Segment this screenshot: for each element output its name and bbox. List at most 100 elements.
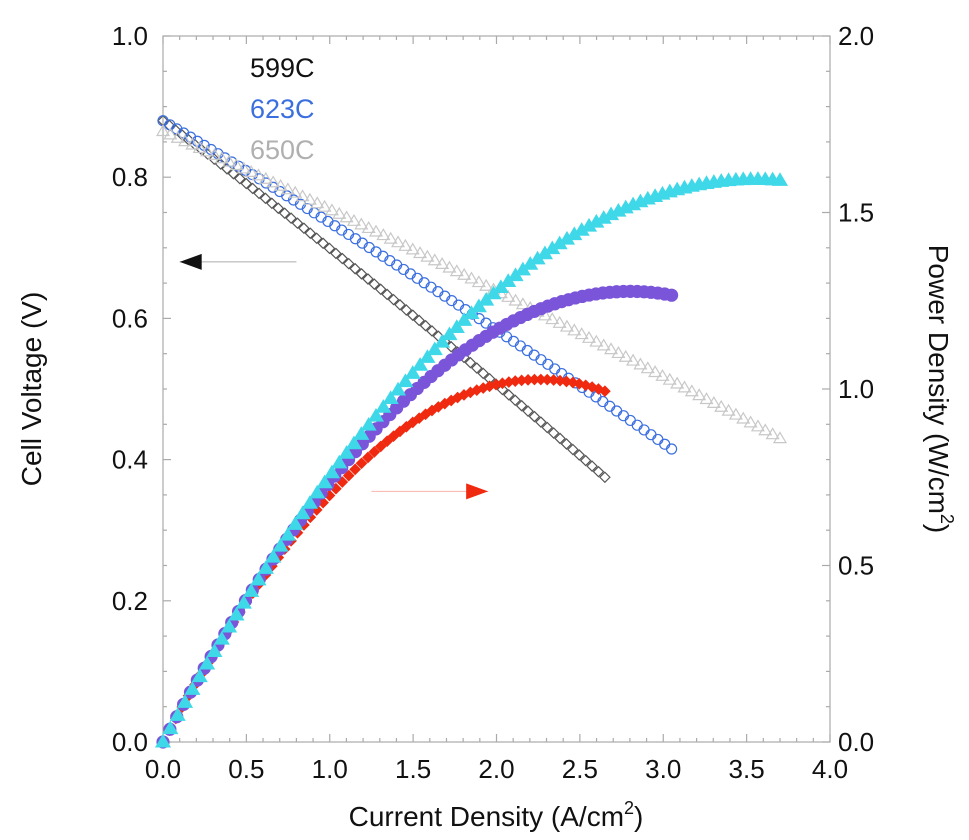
voltage-point-650c	[662, 372, 677, 385]
y-right-tick-label: 1.5	[838, 198, 874, 228]
voltage-point-650c	[574, 327, 589, 340]
voltage-point-599c	[240, 177, 253, 190]
power-point-650c	[272, 537, 289, 552]
voltage-point-650c	[684, 384, 699, 397]
voltage-point-650c	[390, 235, 406, 248]
voltage-point-599c	[374, 283, 387, 296]
power-point-650c	[243, 583, 260, 597]
voltage-point-650c	[236, 161, 251, 174]
x-axis-label: Current Density (A/cm2)	[349, 798, 644, 832]
voltage-point-599c	[560, 438, 573, 450]
chart-marks	[154, 114, 789, 749]
voltage-point-650c	[244, 164, 259, 177]
voltage-point-650c	[207, 147, 222, 160]
voltage-point-599c	[291, 217, 304, 230]
y-left-tick-label: 1.0	[112, 21, 148, 51]
voltage-point-623c	[507, 335, 520, 347]
power-point-623c	[664, 288, 679, 302]
voltage-point-599c	[298, 222, 310, 235]
power-point-650c	[389, 381, 407, 396]
voltage-point-650c	[354, 217, 369, 230]
power-point-650c	[456, 312, 473, 326]
voltage-point-650c	[471, 275, 486, 288]
power-point-650c	[191, 668, 208, 683]
voltage-point-599c	[355, 267, 368, 280]
voltage-point-599c	[515, 399, 528, 412]
voltage-point-623c	[597, 395, 609, 408]
power-point-599c	[355, 457, 368, 470]
voltage-point-650c	[743, 415, 758, 428]
voltage-point-599c	[592, 465, 605, 478]
x-tick-label: 3.5	[729, 754, 765, 784]
x-tick-label: 2.5	[562, 754, 598, 784]
voltage-point-650c	[442, 260, 457, 273]
power-point-650c	[375, 399, 392, 413]
tick-labels: 0.0 0.5 1.0 1.5 2.0 2.5 3.0 3.5 4.00.00.20.40.60…	[112, 21, 874, 784]
voltage-point-650c	[758, 423, 773, 436]
legend-label-650c: 650C	[250, 135, 315, 165]
voltage-point-650c	[170, 130, 185, 143]
voltage-point-650c	[266, 175, 281, 188]
y-axis-right-label: Power Density (W/cm2)	[923, 245, 957, 534]
voltage-point-599c	[464, 356, 477, 369]
voltage-point-650c	[581, 330, 597, 343]
voltage-point-650c	[559, 319, 575, 332]
y-left-tick-label: 0.6	[112, 303, 148, 333]
legend-label-599c: 599C	[250, 53, 315, 83]
power-point-599c	[599, 385, 611, 398]
arrow-head-left	[179, 253, 202, 270]
voltage-point-599c	[413, 314, 426, 327]
voltage-point-599c	[528, 410, 541, 423]
voltage-point-650c	[288, 185, 303, 198]
voltage-point-599c	[554, 432, 566, 445]
voltage-point-650c	[633, 357, 648, 370]
power-point-650c	[235, 594, 252, 609]
voltage-point-599c	[406, 309, 419, 322]
power-point-650c	[412, 357, 429, 371]
voltage-point-650c	[229, 158, 244, 171]
voltage-point-623c	[645, 429, 657, 441]
voltage-point-623c	[528, 349, 540, 361]
voltage-point-599c	[208, 153, 221, 165]
power-point-650c	[162, 720, 179, 735]
power-point-650c	[771, 172, 789, 186]
y-right-tick-label: 0.0	[838, 727, 874, 757]
power-point-650c	[382, 390, 399, 405]
power-point-650c	[426, 341, 443, 356]
power-point-650c	[345, 435, 363, 450]
voltage-point-650c	[677, 380, 692, 393]
voltage-point-650c	[728, 407, 743, 420]
x-tick-label: 3.0	[645, 754, 681, 784]
legend-label-623c: 623C	[250, 94, 315, 124]
voltage-point-599c	[387, 293, 400, 306]
voltage-point-599c	[400, 304, 413, 316]
voltage-point-599c	[253, 187, 265, 200]
voltage-point-599c	[349, 262, 361, 275]
arrow-head-right	[466, 483, 489, 500]
x-tick-label: 1.5	[395, 754, 431, 784]
voltage-point-599c	[272, 202, 285, 215]
voltage-point-599c	[317, 237, 329, 250]
x-tick-label: 4.0	[812, 754, 848, 784]
voltage-point-599c	[496, 383, 509, 396]
voltage-point-623c	[542, 358, 554, 370]
voltage-point-599c	[470, 362, 483, 374]
voltage-point-599c	[394, 298, 406, 311]
voltage-point-599c	[310, 232, 323, 245]
voltage-point-623c	[446, 295, 458, 307]
voltage-point-623c	[631, 419, 643, 431]
power-point-599c	[381, 435, 393, 448]
voltage-point-650c	[361, 221, 376, 234]
power-point-599c	[368, 445, 381, 458]
voltage-point-650c	[670, 376, 685, 389]
voltage-point-599c	[259, 192, 272, 205]
voltage-point-650c	[648, 365, 663, 378]
power-point-650c	[199, 655, 216, 670]
voltage-point-650c	[251, 168, 266, 181]
voltage-point-650c	[273, 178, 288, 191]
voltage-point-650c	[603, 342, 619, 355]
voltage-point-650c	[626, 353, 641, 366]
voltage-point-650c	[368, 224, 384, 237]
y-left-tick-label: 0.4	[112, 445, 148, 475]
voltage-point-650c	[567, 323, 582, 336]
